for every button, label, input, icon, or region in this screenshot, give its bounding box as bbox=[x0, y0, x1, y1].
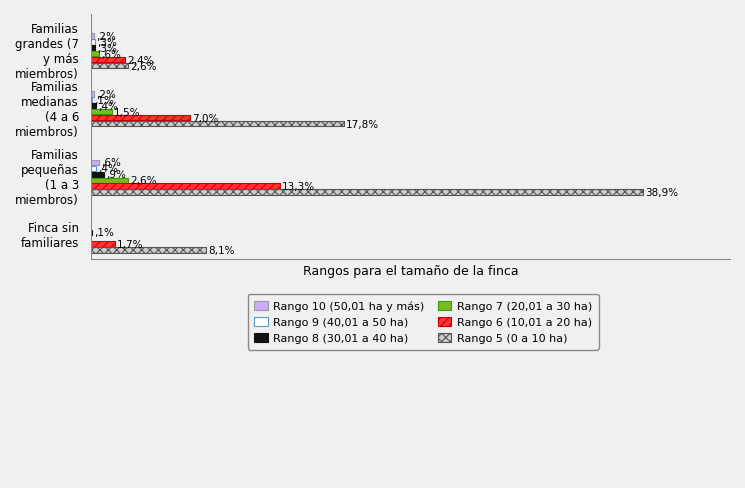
Text: ,4%: ,4% bbox=[98, 102, 118, 112]
Text: 13,3%: 13,3% bbox=[282, 182, 315, 192]
Bar bbox=[91, 242, 115, 247]
Text: 1,5%: 1,5% bbox=[114, 107, 141, 118]
Bar bbox=[91, 46, 95, 51]
Text: ,2%: ,2% bbox=[96, 32, 115, 42]
Text: ,2%: ,2% bbox=[96, 90, 115, 100]
Text: ,1%: ,1% bbox=[95, 228, 114, 238]
Bar bbox=[91, 64, 127, 69]
Bar bbox=[91, 178, 127, 183]
Text: ,3%: ,3% bbox=[97, 38, 117, 48]
Text: ,6%: ,6% bbox=[101, 50, 121, 60]
Text: 38,9%: 38,9% bbox=[645, 187, 679, 198]
Text: 17,8%: 17,8% bbox=[346, 119, 379, 129]
Text: ,1%: ,1% bbox=[95, 96, 114, 106]
Bar bbox=[91, 58, 125, 63]
Bar bbox=[91, 122, 343, 127]
Text: ,4%: ,4% bbox=[98, 164, 118, 174]
Bar bbox=[91, 248, 206, 253]
Text: 7,0%: 7,0% bbox=[192, 113, 219, 123]
Text: ,3%: ,3% bbox=[97, 44, 117, 54]
Text: 8,1%: 8,1% bbox=[208, 245, 235, 255]
Bar bbox=[91, 110, 112, 115]
Bar bbox=[91, 190, 644, 195]
Bar bbox=[91, 98, 92, 103]
Bar bbox=[91, 116, 190, 121]
Bar bbox=[91, 172, 104, 178]
Bar bbox=[91, 52, 99, 57]
Text: 2,6%: 2,6% bbox=[130, 176, 156, 186]
Text: ,9%: ,9% bbox=[106, 170, 126, 180]
Bar bbox=[91, 161, 99, 166]
X-axis label: Rangos para el tamaño de la finca: Rangos para el tamaño de la finca bbox=[302, 265, 519, 278]
Bar bbox=[91, 104, 97, 109]
Bar bbox=[91, 166, 97, 172]
Text: 1,7%: 1,7% bbox=[117, 240, 144, 249]
Bar bbox=[91, 230, 92, 235]
Bar bbox=[91, 92, 94, 98]
Text: 2,6%: 2,6% bbox=[130, 61, 156, 71]
Legend: Rango 10 (50,01 ha y más), Rango 9 (40,01 a 50 ha), Rango 8 (30,01 a 40 ha), Ran: Rango 10 (50,01 ha y más), Rango 9 (40,0… bbox=[248, 294, 599, 350]
Text: 2,4%: 2,4% bbox=[127, 56, 153, 65]
Bar bbox=[91, 184, 279, 189]
Bar bbox=[91, 41, 95, 45]
Bar bbox=[91, 35, 94, 40]
Text: ,6%: ,6% bbox=[101, 158, 121, 168]
